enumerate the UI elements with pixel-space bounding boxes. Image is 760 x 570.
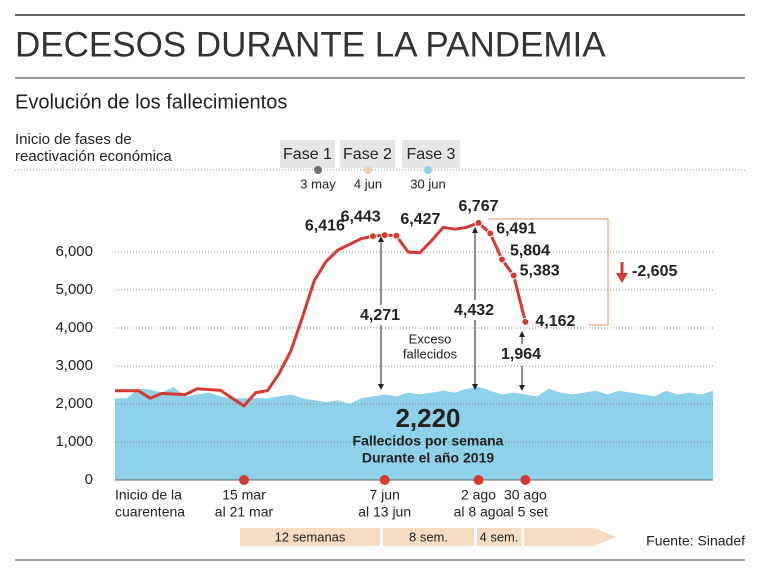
- x-marker: [473, 475, 484, 485]
- drop-head: [616, 273, 628, 283]
- phase-dot: [424, 166, 432, 174]
- y-tick-label: 3,000: [55, 357, 93, 374]
- point: [486, 229, 495, 238]
- x-tick-label: 30 ago: [504, 487, 547, 503]
- phase-date: 3 may: [300, 176, 336, 191]
- phase-name: Fase 1: [283, 146, 332, 163]
- chart-title: DECESOS DURANTE LA PANDEMIA: [15, 25, 606, 64]
- arrow-head: [472, 227, 478, 233]
- point: [380, 231, 389, 240]
- phase-date: 30 jun: [410, 176, 445, 191]
- quarantine-label: Inicio de la: [115, 487, 182, 503]
- x-tick-label: al 13 jun: [358, 504, 411, 520]
- phase-box: [340, 140, 395, 168]
- phase-dot: [314, 166, 322, 174]
- phases-label: Inicio de fases de: [15, 131, 132, 148]
- value-label: 6,491: [496, 221, 536, 238]
- point: [497, 255, 506, 264]
- arrow-head: [519, 385, 525, 391]
- phase-box: [280, 140, 335, 168]
- source: Fuente: Sinadef: [646, 533, 745, 549]
- y-tick-label: 6,000: [55, 243, 93, 260]
- timeline-label: 4 sem.: [479, 529, 518, 544]
- quarantine-label: cuarentena: [115, 504, 185, 520]
- arrow-head: [472, 384, 478, 390]
- x-tick-label: al 5 set: [503, 504, 548, 520]
- timeline-segment: [240, 528, 380, 546]
- arrow-head: [378, 236, 384, 242]
- annotation: Exceso: [409, 331, 452, 346]
- x-tick-label: al 21 mar: [215, 504, 274, 520]
- y-tick-label: 1,000: [55, 433, 93, 450]
- value-label: 6,427: [400, 211, 440, 228]
- label-bg: [450, 300, 500, 320]
- y-tick-label: 5,000: [55, 281, 93, 298]
- phase-name: Fase 3: [407, 146, 456, 163]
- annotation: Fallecidos por semana: [353, 433, 504, 449]
- y-tick-label: 0: [85, 471, 93, 488]
- value-label: 4,162: [535, 313, 575, 330]
- phase-box: [402, 140, 460, 168]
- value-label: 6,443: [341, 208, 381, 225]
- point: [521, 317, 530, 326]
- annotation: fallecidos: [403, 346, 458, 361]
- phases-label: reactivación económica: [15, 148, 172, 165]
- x-tick-label: al 8 ago: [454, 504, 504, 520]
- annotation: 1,964: [501, 346, 541, 363]
- point: [368, 232, 377, 241]
- arrow-head: [519, 331, 525, 337]
- value-label: 6,416: [305, 217, 345, 234]
- timeline-segment: [383, 528, 474, 546]
- arrow-head: [378, 384, 384, 390]
- x-marker: [379, 475, 390, 485]
- bracket: [488, 218, 609, 326]
- timeline-segment: [477, 528, 521, 546]
- point: [392, 231, 401, 240]
- x-tick-label: 7 jun: [370, 487, 400, 503]
- point: [509, 271, 518, 280]
- annotation: 4,271: [360, 307, 400, 324]
- annotation: Durante el año 2019: [362, 450, 494, 466]
- value-label: 6,767: [458, 198, 498, 215]
- annotation: 4,432: [454, 302, 494, 319]
- annotation: -2,605: [632, 263, 677, 280]
- point: [474, 218, 483, 227]
- subtitle: Evolución de los fallecimientos: [15, 91, 287, 113]
- phase-date: 4 jun: [354, 176, 382, 191]
- x-marker: [520, 475, 531, 485]
- label-bg: [355, 305, 405, 325]
- y-tick-label: 4,000: [55, 319, 93, 336]
- value-label: 5,383: [520, 263, 560, 280]
- phase-dot: [364, 166, 372, 174]
- timeline-label: 12 semanas: [275, 529, 346, 544]
- value-label: 5,804: [510, 243, 550, 260]
- line: [115, 221, 527, 408]
- phase-name: Fase 2: [343, 146, 392, 163]
- annotation: 2,220: [395, 403, 460, 433]
- timeline-label: 8 sem.: [409, 529, 448, 544]
- x-tick-label: 15 mar: [222, 487, 266, 503]
- area: [115, 386, 713, 480]
- x-tick-label: 2 ago: [461, 487, 496, 503]
- x-marker: [238, 475, 249, 485]
- timeline-arrow: [524, 528, 616, 546]
- y-tick-label: 2,000: [55, 395, 93, 412]
